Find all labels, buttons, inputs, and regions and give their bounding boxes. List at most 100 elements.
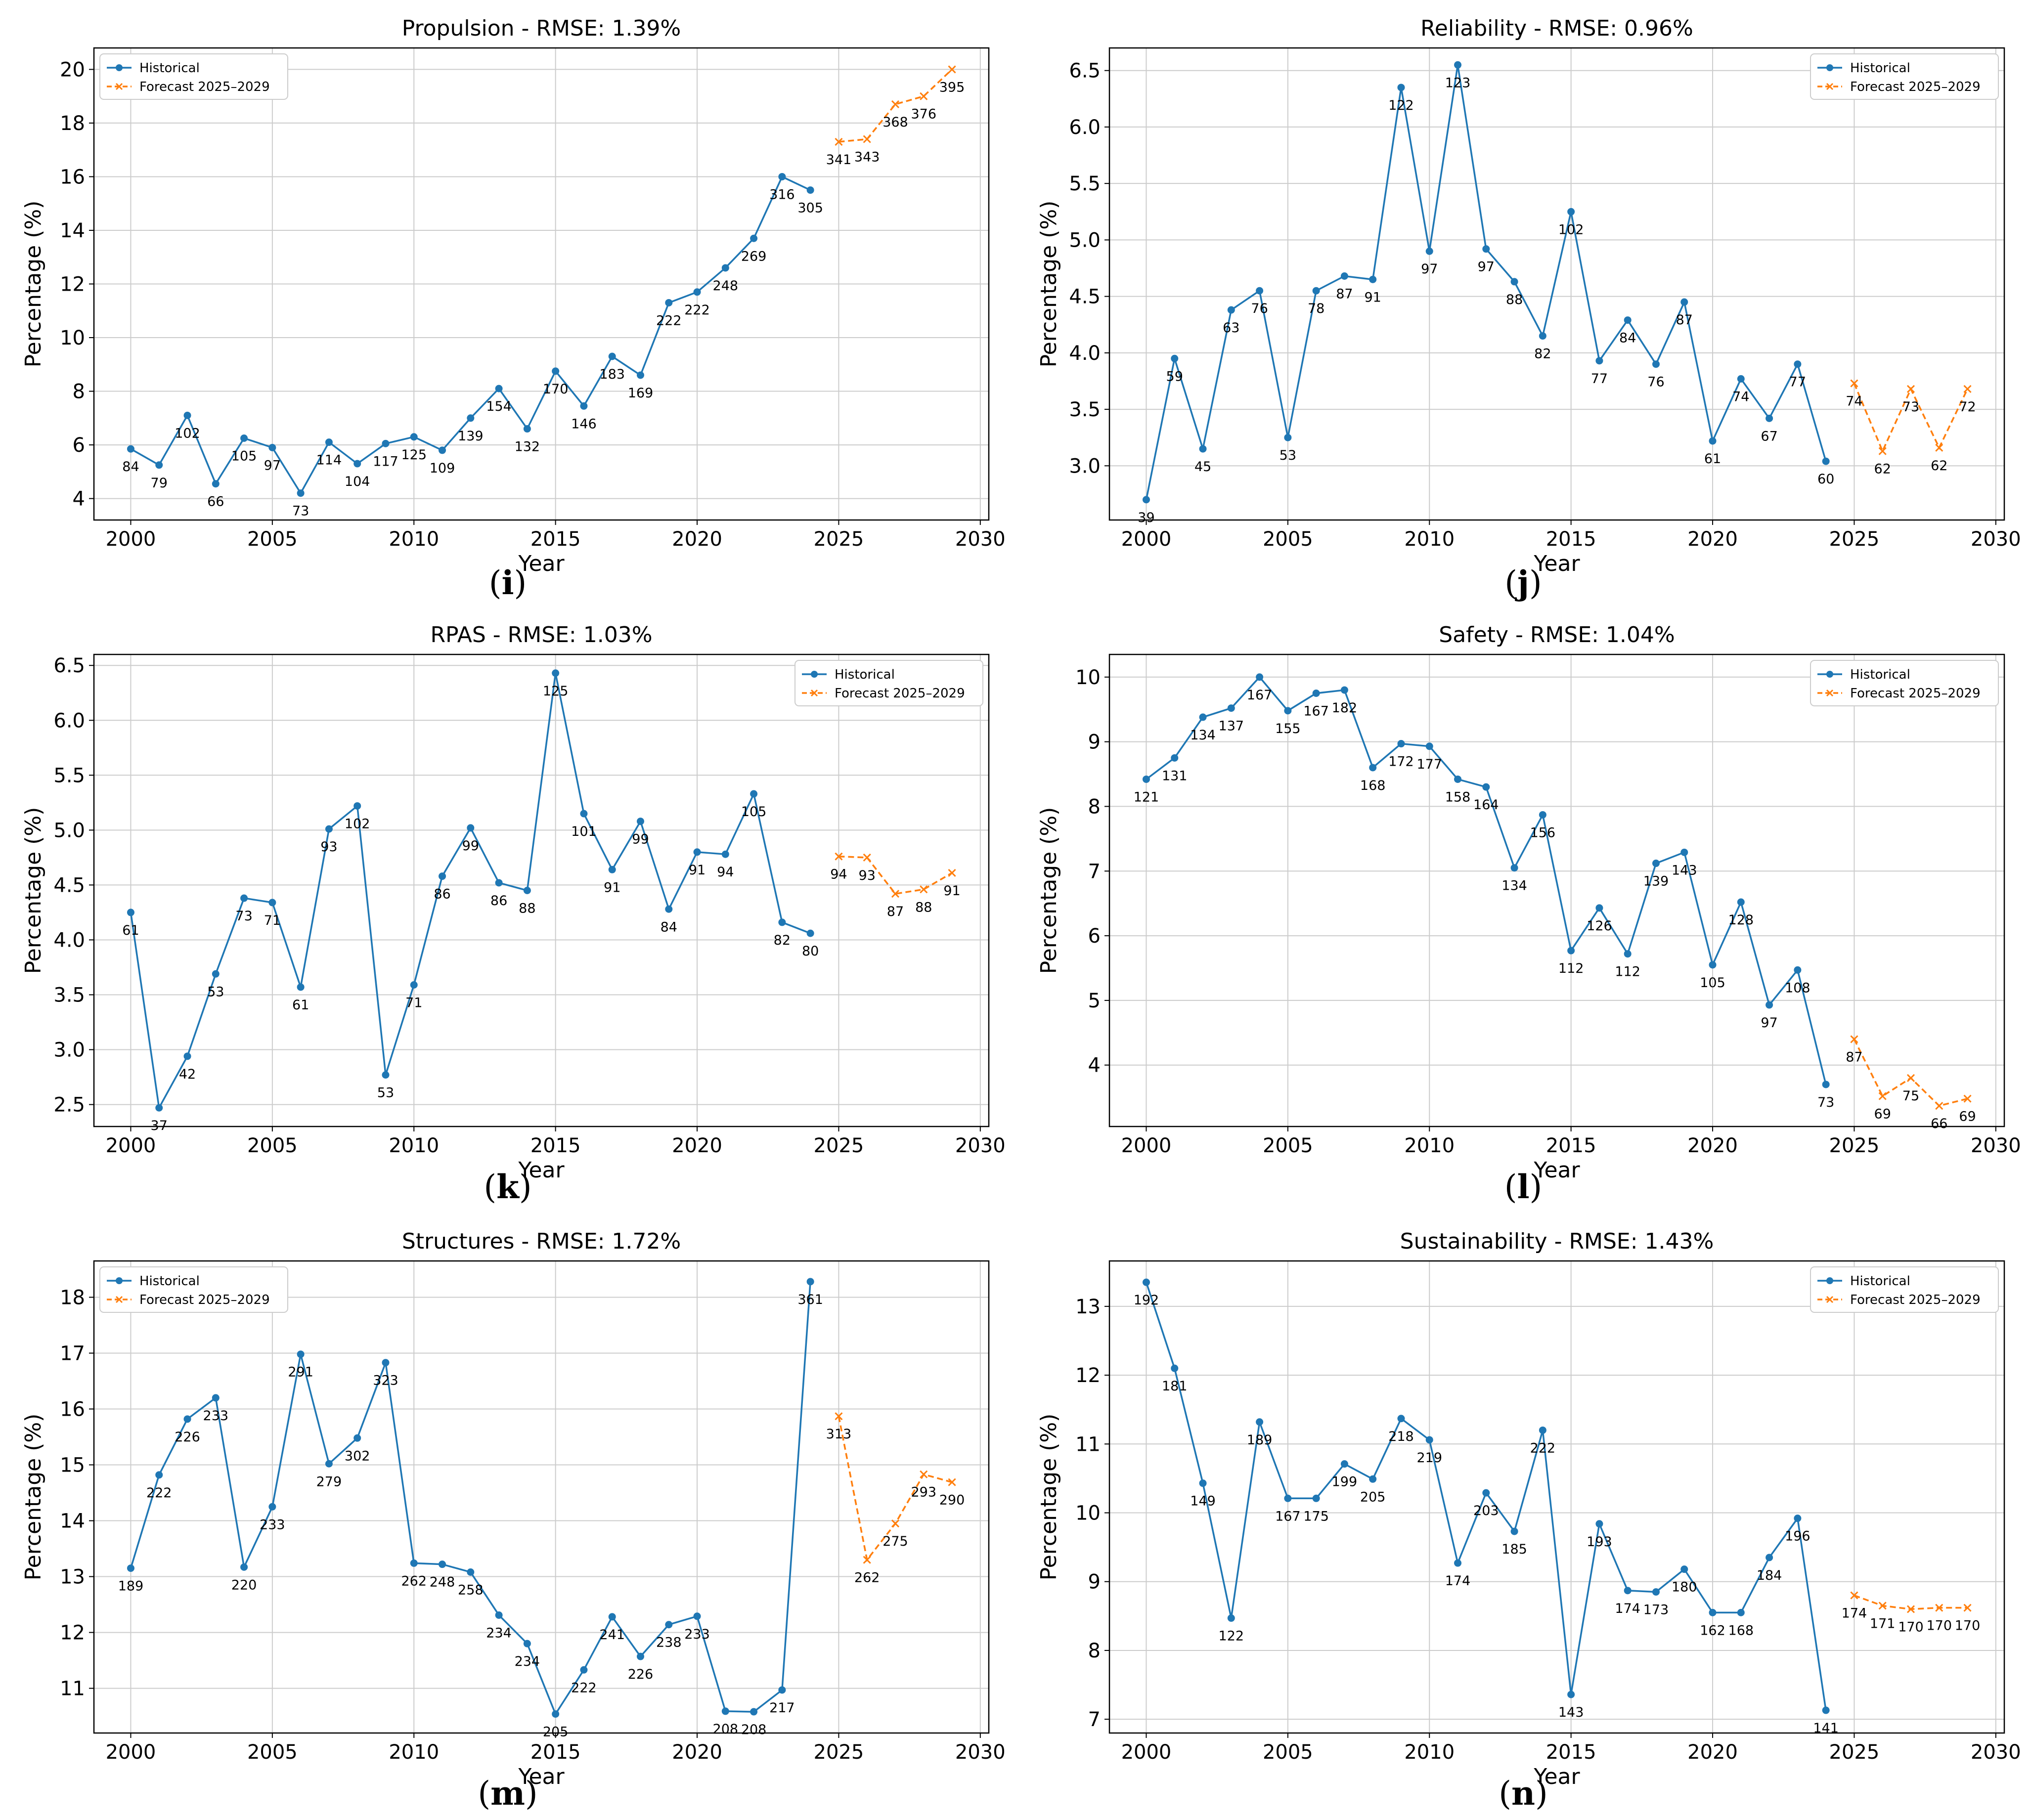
historical-data-label: 302 <box>345 1448 370 1464</box>
historical-data-label: 134 <box>1190 728 1216 743</box>
historical-point <box>580 402 588 410</box>
historical-data-label: 180 <box>1672 1580 1697 1595</box>
x-tick-label: 2010 <box>1404 1741 1455 1764</box>
legend: Historical Forecast 2025–2029 <box>795 660 983 706</box>
forecast-point <box>948 868 956 877</box>
y-tick-label: 9 <box>1088 1571 1101 1594</box>
historical-data-label: 177 <box>1416 757 1442 772</box>
historical-point <box>1794 1515 1802 1522</box>
legend-box <box>99 1266 288 1313</box>
historical-data-label: 167 <box>1247 688 1273 703</box>
y-tick-label: 18 <box>60 1286 85 1309</box>
historical-data-label: 79 <box>151 476 168 491</box>
y-tick-label: 5.5 <box>53 764 85 787</box>
historical-point <box>1539 811 1546 819</box>
legend-box <box>795 660 983 706</box>
historical-point <box>439 446 446 454</box>
x-tick-label: 2030 <box>1971 1741 2021 1764</box>
historical-data-label: 42 <box>179 1067 196 1082</box>
historical-point <box>410 433 418 441</box>
forecast-point <box>1878 447 1887 455</box>
forecast-point <box>1963 1094 1972 1103</box>
historical-point <box>439 872 446 880</box>
legend: Historical Forecast 2025–2029 <box>99 53 288 100</box>
forecast-data-label: 343 <box>854 149 880 165</box>
historical-data-label: 97 <box>1761 1015 1777 1031</box>
historical-data-label: 248 <box>713 278 739 294</box>
legend-historical-marker <box>116 1277 123 1284</box>
x-tick-label: 2015 <box>530 1134 581 1157</box>
historical-data-label: 61 <box>292 997 309 1013</box>
historical-point <box>1680 848 1688 856</box>
y-tick-label: 10 <box>1075 666 1101 689</box>
forecast-point <box>1906 1605 1915 1613</box>
historical-point <box>1652 860 1660 867</box>
forecast-data-label: 341 <box>826 152 852 168</box>
legend: Historical Forecast 2025–2029 <box>1810 53 1999 100</box>
historical-data-label: 279 <box>316 1474 342 1489</box>
historical-data-label: 39 <box>1138 510 1154 525</box>
y-axis-label: Percentage (%) <box>21 201 46 368</box>
subfigure-label-n: (n) <box>1499 1774 1548 1813</box>
historical-point <box>1822 457 1830 465</box>
legend: Historical Forecast 2025–2029 <box>99 1266 288 1313</box>
historical-point <box>1652 1588 1660 1596</box>
historical-data-label: 102 <box>345 816 370 831</box>
forecast-point <box>863 1556 871 1564</box>
historical-point <box>750 790 758 798</box>
historical-data-label: 53 <box>1280 448 1296 463</box>
x-tick-label: 2020 <box>1687 1134 1738 1157</box>
historical-data-label: 158 <box>1445 789 1471 805</box>
forecast-series-line <box>1854 1594 1968 1610</box>
legend-forecast-label: Forecast 2025–2029 <box>139 1293 270 1307</box>
x-tick-label: 2005 <box>247 528 298 551</box>
y-tick-label: 6.0 <box>53 709 85 732</box>
forecast-data-label: 171 <box>1870 1616 1896 1631</box>
historical-data-label: 258 <box>458 1583 484 1598</box>
panel-n: Sustainability - RMSE: 1.43% 2000 2005 2010… <box>1016 1213 2031 1820</box>
y-tick-label: 5.0 <box>53 819 85 842</box>
historical-point <box>1199 1479 1207 1487</box>
historical-data-label: 169 <box>628 386 654 401</box>
historical-point <box>1340 272 1348 280</box>
historical-point <box>1397 740 1405 748</box>
legend-forecast-marker <box>115 1296 123 1303</box>
historical-data-label: 82 <box>774 933 791 948</box>
y-tick-label: 4 <box>73 488 85 511</box>
historical-point <box>552 1710 560 1718</box>
historical-point <box>1142 496 1150 504</box>
historical-data-label: 222 <box>571 1680 597 1695</box>
historical-data-label: 71 <box>405 996 422 1011</box>
legend-forecast-label: Forecast 2025–2029 <box>835 686 965 701</box>
historical-point <box>778 918 786 926</box>
historical-data-label: 185 <box>1501 1542 1527 1557</box>
historical-point <box>523 1640 531 1647</box>
historical-data-label: 122 <box>1219 1629 1244 1644</box>
historical-data-label: 305 <box>797 201 823 216</box>
historical-point <box>721 850 729 858</box>
y-tick-label: 20 <box>60 58 85 81</box>
y-tick-label: 12 <box>60 273 85 296</box>
chart-structures: Structures - RMSE: 1.72% 2000 2005 2010 2015… <box>21 1229 1006 1789</box>
historical-data-label: 104 <box>345 474 370 489</box>
legend-box <box>1810 660 1999 706</box>
historical-data-label: 128 <box>1728 912 1754 928</box>
historical-point <box>1284 433 1292 441</box>
historical-data-label: 168 <box>1360 778 1386 793</box>
x-tick-label: 2005 <box>1263 528 1313 551</box>
historical-series-line <box>1145 65 1827 500</box>
historical-point <box>268 899 276 907</box>
forecast-point <box>1850 1591 1858 1600</box>
y-tick-label: 10 <box>1075 1502 1101 1525</box>
historical-point <box>1171 754 1179 762</box>
historical-data-label: 84 <box>1619 331 1636 346</box>
historical-data-label: 77 <box>1591 371 1608 387</box>
x-tick-label: 2020 <box>672 1134 722 1157</box>
historical-point <box>1256 1418 1264 1426</box>
historical-data-label: 208 <box>741 1722 767 1737</box>
historical-point <box>1227 1614 1235 1622</box>
historical-data-label: 84 <box>122 459 139 475</box>
historical-point <box>693 848 701 856</box>
historical-point <box>297 489 305 497</box>
forecast-data-label: 170 <box>1926 1618 1952 1634</box>
